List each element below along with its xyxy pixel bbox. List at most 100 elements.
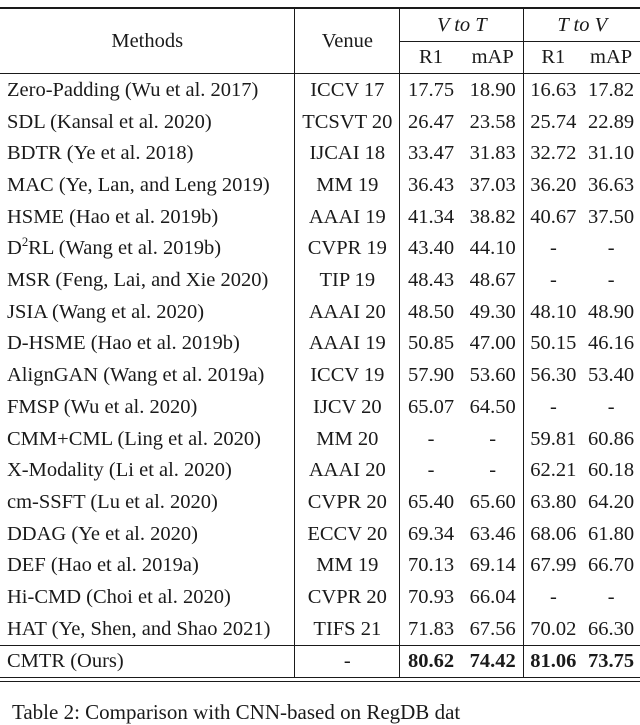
results-table: Methods Venue V to T T to V R1 mAP R1 mA… (0, 6, 640, 679)
cell-tv-map: - (607, 237, 615, 260)
cell-venue: ICCV 17 (294, 73, 400, 107)
cell-method: CMTR (Ours) (0, 644, 295, 679)
cell-method: JSIA (Wang et al. 2020) (7, 300, 205, 323)
table-row: cm-SSFT (Lu et al. 2020) CVPR 20 65.40 6… (0, 486, 640, 518)
table-row: BDTR (Ye et al. 2018) IJCAI 18 33.47 31.… (0, 137, 640, 170)
table-row: MAC (Ye, Lan, and Leng 2019) MM 19 36.43… (0, 169, 640, 202)
cell-vt-map: 48.67 (469, 269, 516, 292)
cell-vt-r1: 48.50 (399, 296, 462, 328)
header-vt-r1: R1 (399, 41, 462, 75)
cell-vt-map: - (489, 459, 497, 482)
cell-tv-r1: 48.10 (523, 296, 583, 328)
table-bottom-double-rule (0, 681, 640, 683)
table-row: MSR (Feng, Lai, and Xie 2020) TIP 19 48.… (0, 264, 640, 297)
cell-vt-r1: 80.62 (399, 644, 462, 679)
cell-tv-map: 17.82 (588, 78, 635, 101)
table-header-row-2: R1 mAP R1 mAP (0, 41, 640, 75)
method-suffix: RL (Wang et al. 2019b) (28, 237, 222, 260)
cell-venue: IJCAI 18 (294, 137, 400, 170)
cell-venue: ICCV 19 (294, 359, 400, 392)
cell-vt-map: 66.04 (469, 585, 516, 608)
cell-vt-map: 49.30 (469, 300, 516, 323)
results-table-container: Methods Venue V to T T to V R1 mAP R1 mA… (0, 6, 640, 683)
cell-tv-map: 37.50 (588, 205, 635, 228)
cell-venue: MM 20 (294, 422, 400, 455)
cell-vt-r1: 36.43 (399, 169, 462, 202)
cell-venue: - (294, 644, 400, 679)
cell-vt-map: - (489, 427, 497, 450)
cell-vt-map: 65.60 (469, 490, 516, 513)
cell-vt-r1: 33.47 (399, 137, 462, 170)
table-row: FMSP (Wu et al. 2020) IJCV 20 65.07 64.5… (0, 391, 640, 423)
cell-venue: AAAI 20 (294, 454, 400, 487)
cell-method: X-Modality (Li et al. 2020) (7, 459, 232, 482)
cell-venue: CVPR 19 (294, 232, 400, 265)
cell-vt-r1: 70.13 (399, 549, 462, 582)
cell-tv-r1: 68.06 (523, 518, 583, 550)
header-group-v-to-t: V to T (399, 6, 524, 42)
cell-venue: ECCV 20 (294, 518, 400, 550)
cell-vt-map: 74.42 (461, 644, 524, 679)
header-venue: Venue (294, 7, 400, 75)
cell-tv-map: 61.80 (588, 522, 635, 545)
cell-tv-r1: 67.99 (523, 549, 583, 582)
cell-vt-r1: 50.85 (399, 327, 462, 360)
table-row: CMM+CML (Ling et al. 2020) MM 20 - - 59.… (0, 422, 640, 455)
cell-vt-r1: 71.83 (399, 613, 462, 646)
cell-method: cm-SSFT (Lu et al. 2020) (7, 490, 218, 513)
cell-venue: AAAI 19 (294, 201, 400, 233)
cell-method: D-HSME (Hao et al. 2019b) (7, 332, 240, 355)
cell-tv-r1: 36.20 (523, 169, 583, 202)
cell-vt-map: 31.83 (469, 142, 516, 165)
cell-vt-r1: - (399, 454, 462, 487)
cell-tv-r1: 50.15 (523, 327, 583, 360)
cell-venue: IJCV 20 (294, 391, 400, 423)
cell-tv-r1: - (523, 232, 583, 265)
cell-tv-r1: 32.72 (523, 137, 583, 170)
header-tv-map: mAP (582, 41, 640, 75)
cell-method: SDL (Kansal et al. 2020) (7, 110, 212, 133)
cell-venue: TCSVT 20 (294, 106, 400, 138)
cell-vt-r1: 48.43 (399, 264, 462, 297)
table-row: D-HSME (Hao et al. 2019b) AAAI 19 50.85 … (0, 327, 640, 360)
cell-vt-r1: 69.34 (399, 518, 462, 550)
cell-method: D2RL (Wang et al. 2019b) (0, 233, 295, 265)
cell-tv-r1: 59.81 (523, 422, 583, 455)
cell-venue: CVPR 20 (294, 486, 400, 518)
table-row-ours: CMTR (Ours) - 80.62 74.42 81.06 73.75 (0, 644, 640, 679)
cell-tv-r1: 81.06 (523, 644, 583, 679)
cell-method: DEF (Hao et al. 2019a) (7, 554, 199, 577)
cell-tv-r1: 63.80 (523, 486, 583, 518)
cell-vt-r1: 57.90 (399, 359, 462, 392)
table-row: D2RL (Wang et al. 2019b) CVPR 19 43.40 4… (0, 232, 640, 265)
cell-vt-map: 53.60 (469, 364, 516, 387)
cell-tv-r1: 40.67 (523, 201, 583, 233)
cell-method: HSME (Hao et al. 2019b) (7, 205, 219, 228)
cell-vt-r1: - (399, 422, 462, 455)
cell-venue: AAAI 20 (294, 296, 400, 328)
cell-method: Hi-CMD (Choi et al. 2020) (7, 585, 231, 608)
cell-tv-r1: 16.63 (523, 73, 583, 107)
cell-tv-map: - (607, 585, 615, 608)
cell-tv-r1: 56.30 (523, 359, 583, 392)
cell-tv-map: 64.20 (588, 490, 635, 513)
table-row: Zero-Padding (Wu et al. 2017) ICCV 17 17… (0, 73, 640, 107)
cell-tv-r1: - (523, 264, 583, 297)
cell-vt-map: 23.58 (469, 110, 516, 133)
cell-venue: TIP 19 (294, 264, 400, 297)
table-row: JSIA (Wang et al. 2020) AAAI 20 48.50 49… (0, 296, 640, 328)
table-row: DEF (Hao et al. 2019a) MM 19 70.13 69.14… (0, 549, 640, 582)
cell-tv-map: - (607, 269, 615, 292)
table-caption: Table 2: Comparison with CNN-based on Re… (12, 700, 461, 724)
cell-tv-r1: 62.21 (523, 454, 583, 487)
table-row: HAT (Ye, Shen, and Shao 2021) TIFS 21 71… (0, 613, 640, 646)
cell-vt-map: 64.50 (469, 395, 516, 418)
cell-tv-map: 60.86 (588, 427, 635, 450)
cell-vt-map: 18.90 (469, 78, 516, 101)
method-superscript: 2 (21, 235, 29, 250)
cell-method: BDTR (Ye et al. 2018) (7, 142, 194, 165)
method-prefix: D (7, 237, 22, 260)
cell-tv-r1: 70.02 (523, 613, 583, 646)
cell-tv-map: 22.89 (588, 110, 635, 133)
cell-vt-r1: 43.40 (399, 232, 462, 265)
